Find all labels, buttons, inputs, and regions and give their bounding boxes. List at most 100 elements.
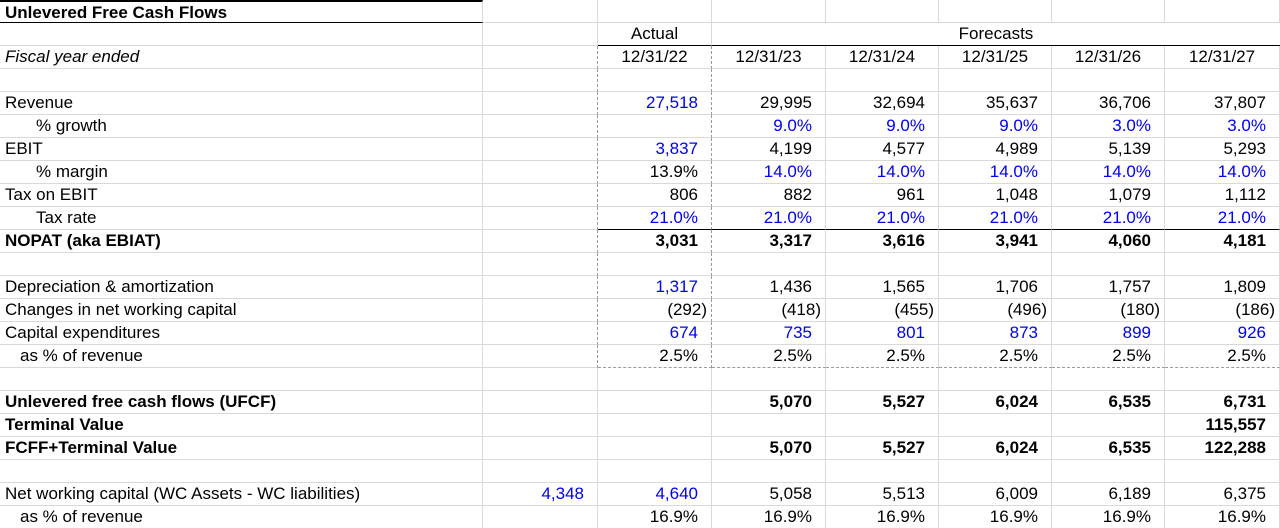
cell[interactable]: 21.0%: [939, 207, 1052, 230]
cell[interactable]: [939, 368, 1052, 391]
cell[interactable]: 3,031: [598, 230, 712, 253]
cell[interactable]: 1,048: [939, 184, 1052, 207]
cell[interactable]: [598, 391, 712, 414]
cell[interactable]: [483, 345, 598, 368]
cell[interactable]: 882: [712, 184, 826, 207]
row-label[interactable]: EBIT: [0, 138, 483, 161]
cell[interactable]: 14.0%: [1052, 161, 1165, 184]
cell[interactable]: 21.0%: [712, 207, 826, 230]
cell[interactable]: [939, 460, 1052, 483]
cell[interactable]: 735: [712, 322, 826, 345]
cell[interactable]: 115,557: [1165, 414, 1280, 437]
cell[interactable]: [483, 299, 598, 322]
cell[interactable]: [939, 414, 1052, 437]
cell[interactable]: 926: [1165, 322, 1280, 345]
cell[interactable]: [598, 115, 712, 138]
cell[interactable]: [939, 0, 1052, 23]
sheet-title[interactable]: Unlevered Free Cash Flows: [0, 0, 483, 23]
cell[interactable]: 9.0%: [826, 115, 939, 138]
cell[interactable]: [483, 207, 598, 230]
cell[interactable]: (418): [712, 299, 826, 322]
cell[interactable]: 16.9%: [1165, 506, 1280, 528]
cell[interactable]: 873: [939, 322, 1052, 345]
cell[interactable]: 6,024: [939, 437, 1052, 460]
date-header[interactable]: 12/31/27: [1165, 46, 1280, 69]
cell[interactable]: 2.5%: [826, 345, 939, 368]
cell[interactable]: 1,317: [598, 276, 712, 299]
cell[interactable]: 21.0%: [1165, 207, 1280, 230]
cell[interactable]: [712, 253, 826, 276]
cell[interactable]: [483, 0, 598, 23]
cell[interactable]: 36,706: [1052, 92, 1165, 115]
cell[interactable]: 16.9%: [598, 506, 712, 528]
cell[interactable]: [483, 506, 598, 528]
row-label[interactable]: Revenue: [0, 92, 483, 115]
cell[interactable]: (496): [939, 299, 1052, 322]
cell[interactable]: [1165, 368, 1280, 391]
cell[interactable]: 801: [826, 322, 939, 345]
cell[interactable]: [712, 414, 826, 437]
cell[interactable]: 2.5%: [1052, 345, 1165, 368]
row-label[interactable]: FCFF+Terminal Value: [0, 437, 483, 460]
cell[interactable]: 29,995: [712, 92, 826, 115]
cell[interactable]: 3.0%: [1165, 115, 1280, 138]
cell[interactable]: 16.9%: [712, 506, 826, 528]
cell[interactable]: [598, 414, 712, 437]
cell[interactable]: 674: [598, 322, 712, 345]
cell[interactable]: 4,348: [483, 483, 598, 506]
cell[interactable]: 14.0%: [1165, 161, 1280, 184]
cell[interactable]: [1165, 253, 1280, 276]
cell[interactable]: 16.9%: [1052, 506, 1165, 528]
actual-header[interactable]: Actual: [598, 23, 712, 46]
cell[interactable]: [483, 115, 598, 138]
cell[interactable]: [712, 0, 826, 23]
row-label[interactable]: Changes in net working capital: [0, 299, 483, 322]
cell[interactable]: [712, 460, 826, 483]
cell[interactable]: [0, 253, 483, 276]
cell[interactable]: [598, 0, 712, 23]
cell[interactable]: 37,807: [1165, 92, 1280, 115]
cell[interactable]: [483, 46, 598, 69]
date-header[interactable]: 12/31/24: [826, 46, 939, 69]
cell[interactable]: 14.0%: [939, 161, 1052, 184]
cell[interactable]: (455): [826, 299, 939, 322]
cell[interactable]: 6,009: [939, 483, 1052, 506]
cell[interactable]: (180): [1052, 299, 1165, 322]
cell[interactable]: 14.0%: [826, 161, 939, 184]
cell[interactable]: 9.0%: [939, 115, 1052, 138]
cell[interactable]: 21.0%: [826, 207, 939, 230]
cell[interactable]: 4,989: [939, 138, 1052, 161]
cell[interactable]: [1052, 69, 1165, 92]
cell[interactable]: [483, 69, 598, 92]
cell[interactable]: 21.0%: [598, 207, 712, 230]
row-label[interactable]: Net working capital (WC Assets - WC liab…: [0, 483, 483, 506]
cell[interactable]: [483, 437, 598, 460]
cell[interactable]: 1,436: [712, 276, 826, 299]
cell[interactable]: [826, 253, 939, 276]
cell[interactable]: 899: [1052, 322, 1165, 345]
cell[interactable]: 5,527: [826, 437, 939, 460]
cell[interactable]: [1052, 368, 1165, 391]
cell[interactable]: 1,112: [1165, 184, 1280, 207]
cell[interactable]: [1165, 69, 1280, 92]
cell[interactable]: [598, 368, 712, 391]
cell[interactable]: [1052, 0, 1165, 23]
cell[interactable]: 2.5%: [1165, 345, 1280, 368]
cell[interactable]: 1,565: [826, 276, 939, 299]
cell[interactable]: 5,070: [712, 437, 826, 460]
cell[interactable]: [0, 69, 483, 92]
cell[interactable]: [1165, 460, 1280, 483]
cell[interactable]: 2.5%: [712, 345, 826, 368]
cell[interactable]: 1,757: [1052, 276, 1165, 299]
date-header[interactable]: 12/31/25: [939, 46, 1052, 69]
cell[interactable]: [483, 368, 598, 391]
cell[interactable]: (186): [1165, 299, 1280, 322]
cell[interactable]: [483, 414, 598, 437]
cell[interactable]: [483, 276, 598, 299]
forecasts-header[interactable]: Forecasts: [712, 23, 1280, 46]
cell[interactable]: [826, 0, 939, 23]
cell[interactable]: 4,199: [712, 138, 826, 161]
cell[interactable]: [826, 414, 939, 437]
cell[interactable]: 1,706: [939, 276, 1052, 299]
fiscal-year-label[interactable]: Fiscal year ended: [0, 46, 483, 69]
